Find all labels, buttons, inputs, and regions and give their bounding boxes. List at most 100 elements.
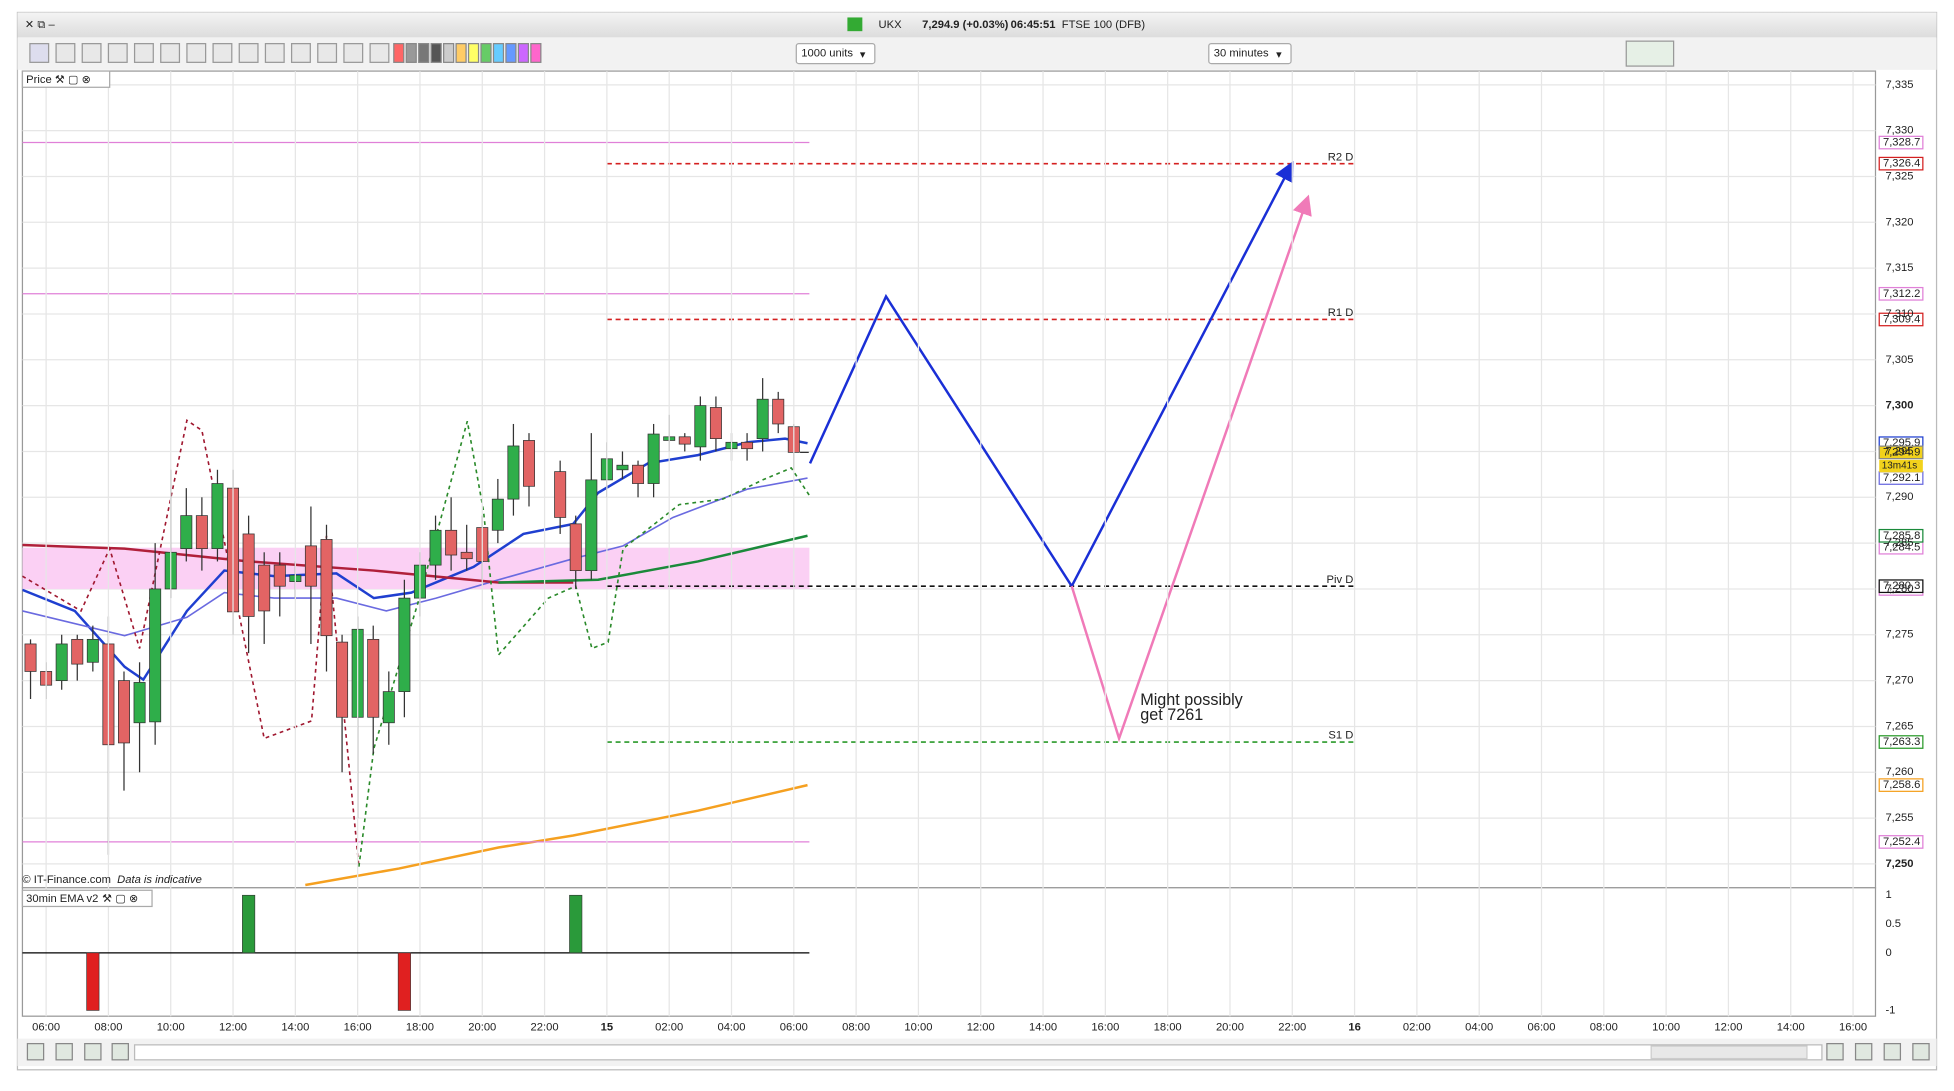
status-button[interactable] xyxy=(111,1042,129,1061)
x-tick-label: 04:00 xyxy=(717,1021,745,1033)
price-label-box xyxy=(1878,312,1924,327)
symbol: UKX xyxy=(879,19,903,31)
price-panel xyxy=(21,70,1877,889)
x-tick-label: 12:00 xyxy=(1714,1021,1742,1033)
y-tick-label: 7,255 xyxy=(1885,812,1913,824)
x-tick-label: 14:00 xyxy=(1777,1021,1805,1033)
color-swatch[interactable] xyxy=(467,43,480,63)
color-swatch[interactable] xyxy=(418,43,430,63)
indicator-line xyxy=(22,477,808,637)
tool-button[interactable] xyxy=(290,43,311,63)
quote: 7,294.9 (+0.03%) xyxy=(922,19,1009,31)
candle-body xyxy=(647,433,660,484)
x-tick-label: 02:00 xyxy=(1403,1021,1431,1033)
tool-button[interactable] xyxy=(81,43,102,63)
signal-bar xyxy=(569,894,583,954)
y-tick-label: 0 xyxy=(1885,947,1891,959)
plot: 7,280.07,284.57,326.47,309.47,280.37,263… xyxy=(22,71,1924,1016)
candle-body xyxy=(382,691,395,724)
y-tick-label: 7,320 xyxy=(1885,216,1913,228)
tool-button[interactable] xyxy=(264,43,285,63)
price-label: 7,258.6 xyxy=(1883,779,1920,791)
status-button[interactable] xyxy=(1883,1042,1902,1061)
candle-body xyxy=(585,479,598,571)
tool-button[interactable] xyxy=(238,43,259,63)
x-tick-label: 18:00 xyxy=(406,1021,434,1033)
x-tick-label: 16:00 xyxy=(344,1021,372,1033)
signal-bar xyxy=(86,952,100,1011)
tool-button[interactable] xyxy=(343,43,364,63)
tool-button[interactable] xyxy=(186,43,207,63)
candle-body xyxy=(133,682,146,724)
toolbar xyxy=(17,37,1937,70)
dropdown-arrow: ▾ xyxy=(860,49,866,61)
countdown: 13m41s xyxy=(1882,461,1917,472)
tool-button[interactable] xyxy=(107,43,128,63)
candle-body xyxy=(180,515,193,549)
candle-body xyxy=(554,471,567,518)
x-tick-label: 06:00 xyxy=(780,1021,808,1033)
candle-body xyxy=(429,529,442,566)
x-tick-label: 16:00 xyxy=(1091,1021,1119,1033)
x-tick-label: 14:00 xyxy=(1029,1021,1057,1033)
status-button[interactable] xyxy=(26,1042,45,1061)
color-swatch[interactable] xyxy=(430,43,442,63)
color-swatch[interactable] xyxy=(405,43,417,63)
window-controls[interactable]: ✕ ⧉ – xyxy=(25,19,56,31)
color-swatch[interactable] xyxy=(530,43,542,63)
price-label-box xyxy=(1878,579,1924,594)
scrollbar[interactable] xyxy=(133,1044,1823,1061)
candle-body xyxy=(211,483,224,549)
x-tick-label: 12:00 xyxy=(967,1021,995,1033)
tool-button[interactable] xyxy=(55,43,76,63)
candle-body xyxy=(491,498,504,531)
tool-button[interactable] xyxy=(133,43,154,63)
candle-body xyxy=(616,464,629,471)
tool-button[interactable] xyxy=(317,43,338,63)
candle-body xyxy=(709,407,722,440)
scroll-thumb[interactable] xyxy=(1650,1045,1808,1060)
y-tick-label: 7,260 xyxy=(1885,766,1913,778)
color-swatch[interactable] xyxy=(505,43,517,63)
status-button[interactable] xyxy=(1854,1042,1873,1061)
price-label: 7,328.7 xyxy=(1883,137,1920,149)
annotation: Might possibly xyxy=(1140,691,1243,709)
color-swatch[interactable] xyxy=(455,43,467,63)
tool-button[interactable] xyxy=(212,43,233,63)
x-tick-label: 08:00 xyxy=(94,1021,122,1033)
color-swatch[interactable] xyxy=(393,43,405,63)
color-swatch[interactable] xyxy=(480,43,492,63)
tool-button[interactable] xyxy=(369,43,390,63)
status-button[interactable] xyxy=(55,1042,73,1061)
price-label-box xyxy=(1878,735,1924,749)
price-label-box xyxy=(1878,286,1924,301)
candle-body xyxy=(398,597,411,692)
status-button[interactable] xyxy=(1912,1042,1930,1061)
tool-button[interactable] xyxy=(160,43,181,63)
indicator-line xyxy=(498,534,808,584)
candle-body xyxy=(258,564,271,612)
price-label: 7,263.3 xyxy=(1883,736,1920,748)
units-dropdown[interactable] xyxy=(795,43,876,65)
chart-type-button[interactable] xyxy=(1625,40,1675,67)
candle-body xyxy=(320,539,333,637)
price-label: 7,326.4 xyxy=(1883,158,1920,170)
trend-drawing xyxy=(808,161,1294,589)
y-tick-label: 7,270 xyxy=(1885,675,1913,687)
interval-dropdown[interactable] xyxy=(1208,43,1292,65)
x-tick-label: 22:00 xyxy=(1278,1021,1306,1033)
x-tick-label: 18:00 xyxy=(1154,1021,1182,1033)
color-swatch[interactable] xyxy=(492,43,505,63)
status-button[interactable] xyxy=(1826,1042,1844,1061)
footer-note: Data is indicative xyxy=(117,874,202,886)
y-tick-label: 7,265 xyxy=(1885,720,1913,732)
color-swatch[interactable] xyxy=(517,43,530,63)
panel-controls[interactable]: ⚒ ▢ ⊗ xyxy=(55,74,91,86)
price-label-box xyxy=(1878,156,1924,171)
color-swatch[interactable] xyxy=(443,43,455,63)
status-button[interactable] xyxy=(84,1042,102,1061)
candle-body xyxy=(149,588,162,723)
panel-controls[interactable]: ⚒ ▢ ⊗ xyxy=(102,893,138,905)
tool-button[interactable] xyxy=(29,43,50,63)
